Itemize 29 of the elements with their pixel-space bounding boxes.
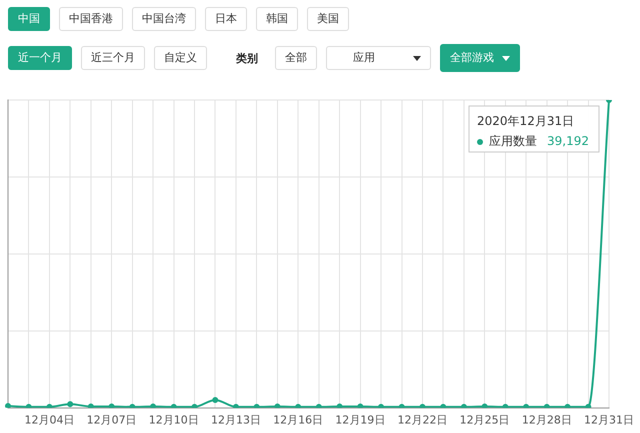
text: 韩国: [266, 11, 288, 27]
text: 应用: [353, 50, 375, 66]
text: 中国香港: [69, 11, 113, 27]
x-tick-label: 12月10日: [148, 413, 199, 426]
x-tick-label: 12月19日: [335, 413, 386, 426]
x-tick-label: 12月07日: [86, 413, 137, 426]
text: 自定义: [164, 50, 197, 66]
x-tick-label: 12月31日: [584, 413, 634, 426]
text: 美国: [317, 11, 339, 27]
text: 类别: [236, 50, 258, 66]
text: 中国台湾: [142, 11, 186, 27]
text: 全部游戏: [450, 50, 494, 66]
x-tick-label: 12月25日: [460, 413, 510, 426]
point: [212, 396, 218, 403]
point: [67, 401, 74, 408]
text: 近一个月: [18, 50, 62, 66]
x-tick-label: 12月13日: [210, 413, 261, 426]
text: 日本: [215, 11, 237, 27]
x-tick-label: 12月04日: [24, 413, 74, 426]
text: 近三个月: [91, 50, 135, 66]
data-label: 39,192: [547, 134, 590, 148]
x-tick-label: 12月22日: [397, 413, 448, 426]
text: 中国: [18, 11, 40, 27]
point: [5, 402, 11, 408]
x-tick-label: 12月28日: [522, 413, 572, 426]
x-tick-label: 12月16日: [273, 413, 324, 426]
text: 全部: [285, 50, 307, 66]
annotation: 2020年12月31日: [477, 114, 574, 128]
legend-label: 应用数量: [489, 134, 538, 148]
